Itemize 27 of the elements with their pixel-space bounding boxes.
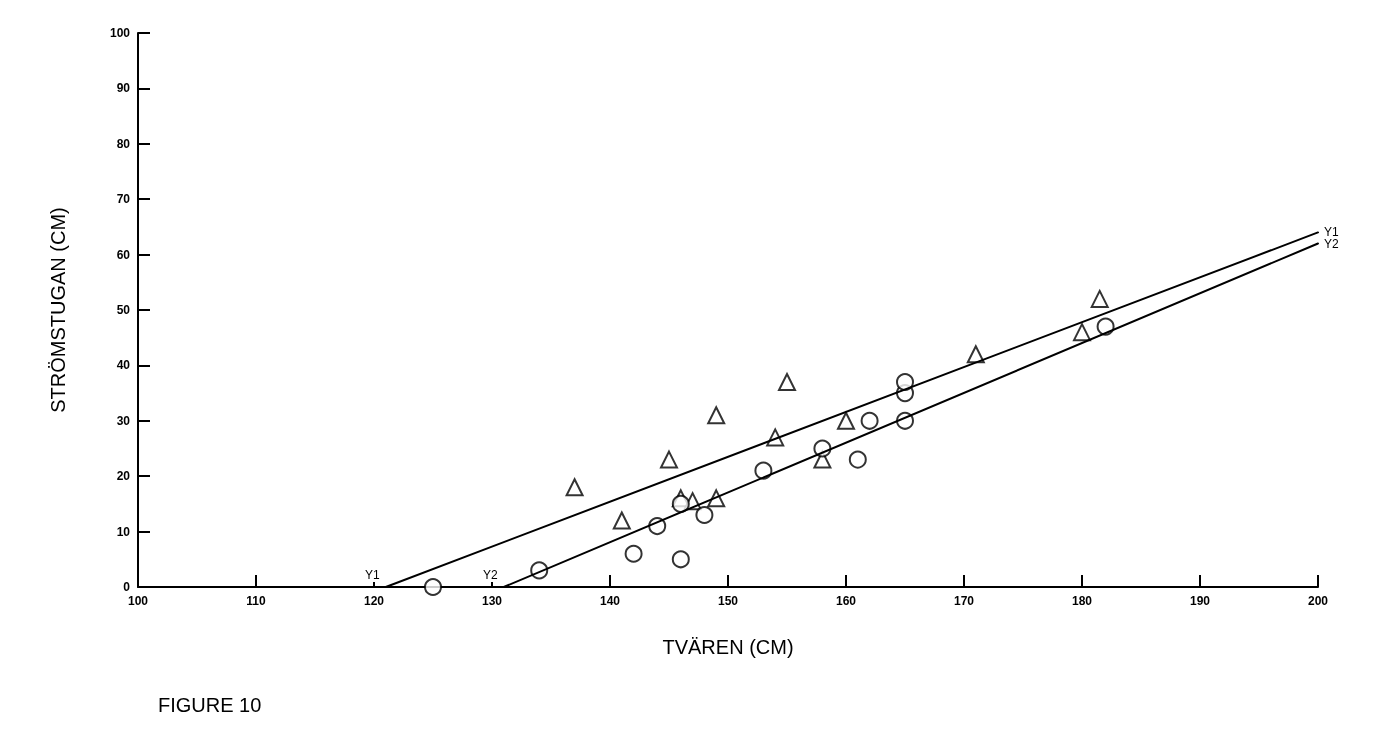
- x-tick-label: 130: [481, 594, 503, 608]
- x-tick-label: 170: [953, 594, 975, 608]
- caption: FIGURE 10: [158, 694, 262, 716]
- text: Y1: [365, 568, 380, 582]
- y-tick-label: 70: [116, 192, 131, 207]
- x-tick-label: 180: [1071, 594, 1093, 608]
- x-tick-label: 160: [835, 594, 857, 608]
- y-tick-label: 80: [116, 136, 131, 151]
- y-tick-label: 90: [116, 81, 131, 96]
- x-tick-label: 110: [246, 594, 267, 608]
- y-tick-label: 60: [116, 247, 131, 262]
- x-axis-title: TVÄREN (CM): [662, 636, 794, 658]
- text: Y2: [483, 568, 498, 582]
- y-axis-title: STRÖMSTUGAN (CM): [47, 207, 69, 413]
- x-tick-label: 120: [363, 594, 385, 608]
- x-tick-label: 140: [599, 594, 621, 608]
- y-tick-label: 100: [109, 26, 131, 40]
- x-tick-label: 200: [1307, 594, 1329, 608]
- x-tick-label: 150: [717, 594, 739, 608]
- y-tick-label: 50: [116, 303, 131, 317]
- y-tick-label: 0: [123, 580, 131, 594]
- y-tick-label: 20: [116, 469, 131, 484]
- x-tick-label: 100: [127, 594, 149, 608]
- y-tick-label: 30: [116, 413, 131, 428]
- y-tick-label: 10: [116, 524, 131, 539]
- x-tick-label: 190: [1189, 594, 1211, 608]
- y-tick-label: 40: [116, 358, 131, 373]
